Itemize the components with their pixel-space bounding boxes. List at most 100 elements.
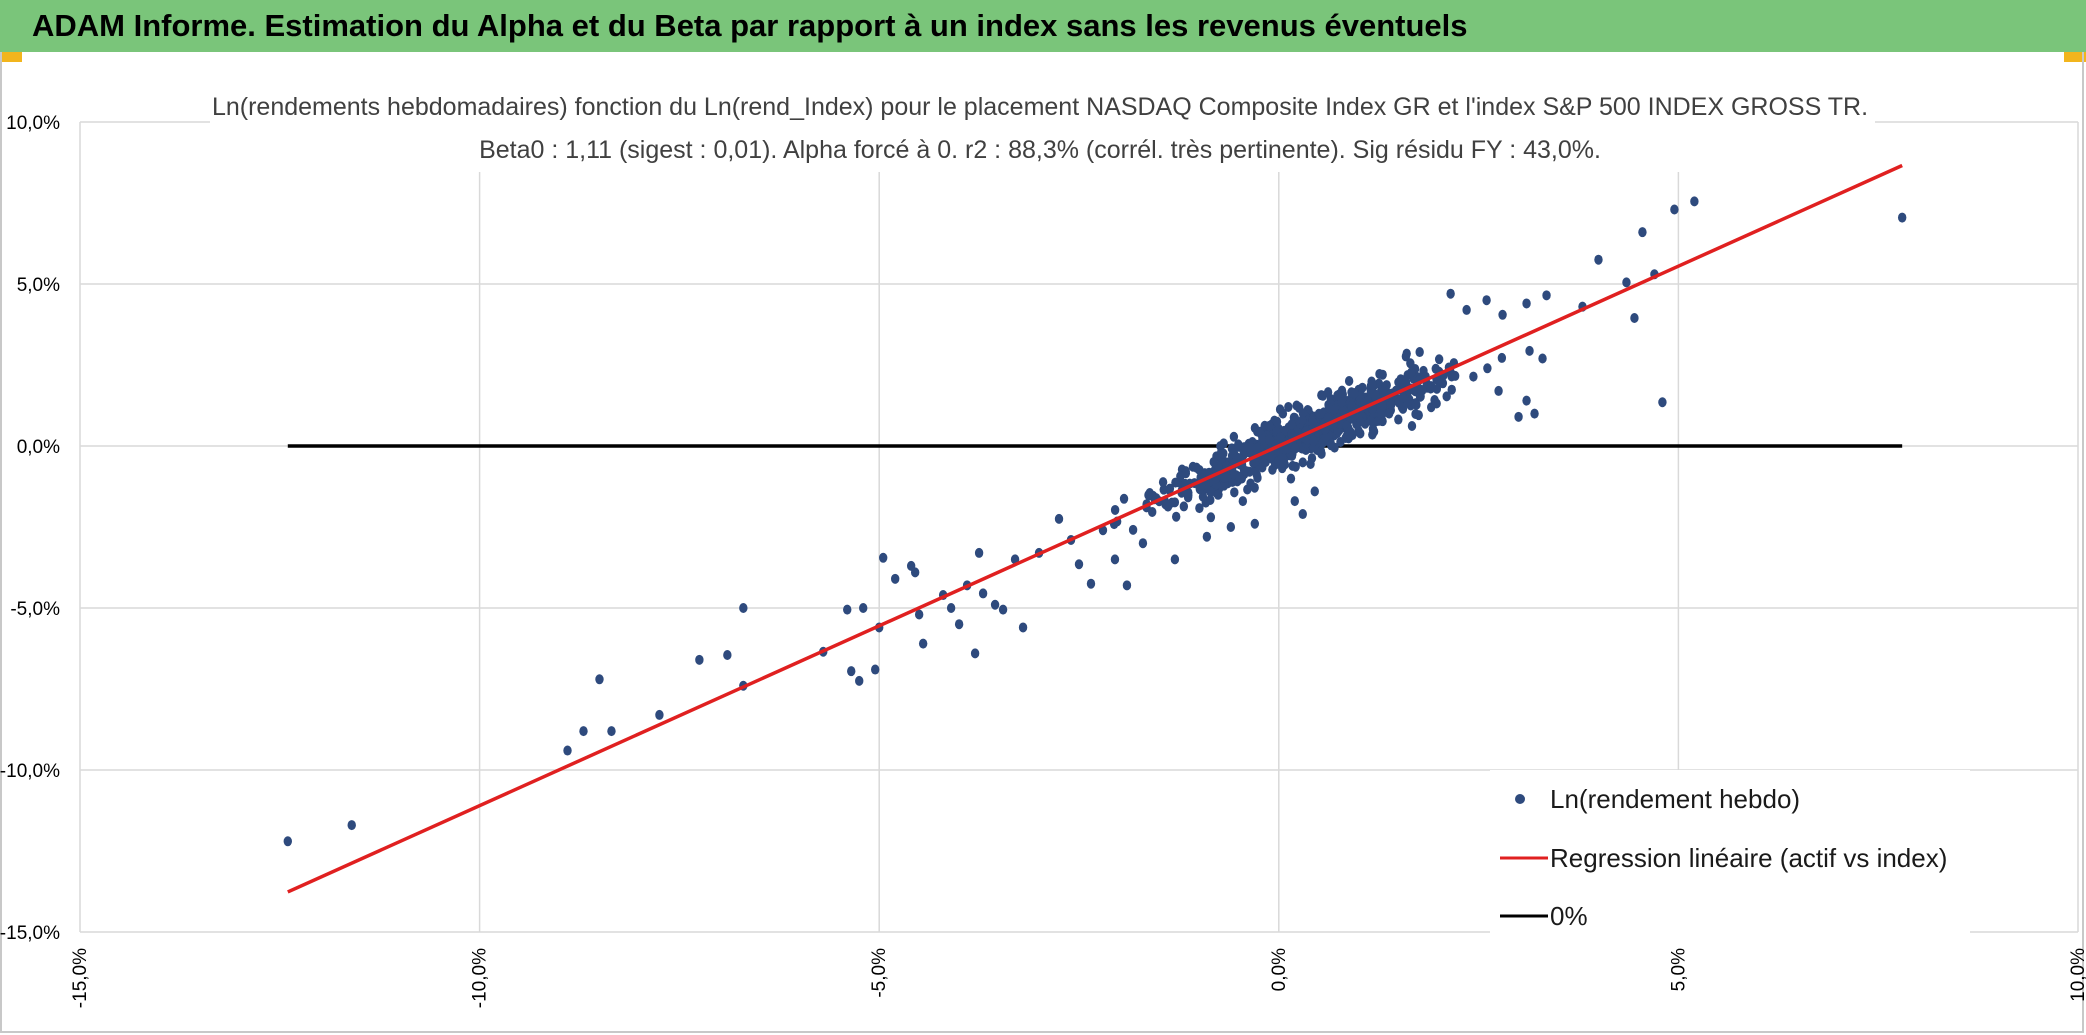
scatter-point xyxy=(1159,484,1168,495)
scatter-point xyxy=(1324,402,1334,413)
scatter-point xyxy=(1240,442,1249,453)
scatter-point xyxy=(1483,363,1492,374)
scatter-point xyxy=(1145,488,1154,499)
scatter-point xyxy=(1398,377,1407,388)
scatter-point xyxy=(1286,473,1296,484)
scatter-point xyxy=(1265,434,1274,445)
scatter-point xyxy=(1250,482,1259,493)
scatter-point xyxy=(1275,432,1285,443)
scatter-point xyxy=(1226,522,1236,532)
scatter-point xyxy=(1287,419,1296,430)
y-tick-label: -15,0% xyxy=(0,923,60,944)
scatter-point xyxy=(974,547,984,558)
scatter-point xyxy=(723,649,732,660)
scatter-point xyxy=(1184,487,1193,498)
scatter-point xyxy=(1122,580,1132,591)
legend-label-points: Ln(rendement hebdo) xyxy=(1550,784,1800,814)
scatter-point xyxy=(1356,416,1365,427)
scatter-point xyxy=(1368,429,1377,440)
scatter-point xyxy=(1161,499,1170,510)
scatter-point xyxy=(1344,376,1354,387)
scatter-point xyxy=(1086,578,1096,589)
scatter-point xyxy=(1290,443,1300,454)
scatter-point xyxy=(1670,204,1679,215)
scatter-point xyxy=(954,619,964,630)
scatter-point xyxy=(1018,622,1028,633)
y-tick-label: -10,0% xyxy=(0,761,60,782)
scatter-point xyxy=(1192,462,1201,473)
y-tick-label: 0,0% xyxy=(17,437,60,458)
scatter-point xyxy=(855,675,864,686)
scatter-point xyxy=(1337,397,1346,408)
scatter-point xyxy=(1265,420,1274,431)
scatter-point xyxy=(1229,431,1239,442)
scatter-point xyxy=(1074,559,1084,570)
chart-title: Ln(rendements hebdomadaires) fonction du… xyxy=(212,93,1868,121)
scatter-point xyxy=(998,604,1008,615)
scatter-point xyxy=(843,604,852,615)
scatter-point xyxy=(1170,497,1180,508)
scatter-point xyxy=(1525,345,1534,356)
scatter-point xyxy=(1384,408,1394,419)
scatter-point xyxy=(1522,298,1531,309)
scatter-point xyxy=(1522,395,1531,406)
scatter-point xyxy=(1447,384,1456,395)
scatter-point xyxy=(1119,493,1129,504)
scatter-point xyxy=(1309,436,1318,447)
scatter-point xyxy=(1407,420,1417,431)
scatter-point xyxy=(1179,501,1189,512)
scatter-point xyxy=(1206,512,1216,523)
scatter-point xyxy=(1350,388,1360,399)
scatter-point xyxy=(655,709,664,720)
scatter-point xyxy=(1219,448,1228,459)
scatter-point xyxy=(1195,503,1204,514)
scatter-point xyxy=(1238,496,1248,507)
scatter-point xyxy=(859,603,868,613)
y-tick-label: 5,0% xyxy=(17,275,60,296)
scatter-point xyxy=(1658,397,1667,408)
scatter-point xyxy=(1368,379,1377,390)
scatter-point xyxy=(1333,390,1342,401)
corner-marker-right xyxy=(2064,52,2086,62)
scatter-point xyxy=(1198,491,1208,502)
scatter-point xyxy=(1290,496,1299,507)
chart-subtitle: Beta0 : 1,11 (sigest : 0,01). Alpha forc… xyxy=(479,136,1601,164)
scatter-point xyxy=(1278,463,1287,474)
scatter-point xyxy=(1426,383,1435,394)
scatter-point xyxy=(1206,494,1215,505)
scatter-point xyxy=(1434,354,1444,365)
scatter-point xyxy=(1171,477,1180,488)
x-tick-label: -10,0% xyxy=(470,948,491,1008)
scatter-point xyxy=(607,726,616,737)
scatter-point xyxy=(978,588,988,599)
scatter-point xyxy=(1401,351,1411,362)
scatter-point xyxy=(1258,434,1267,445)
scatter-point xyxy=(1227,443,1237,454)
scatter-point xyxy=(1407,367,1416,378)
scatter-point xyxy=(283,836,292,847)
scatter-point xyxy=(1158,477,1168,488)
scatter-point xyxy=(1287,450,1297,461)
x-tick-label: -5,0% xyxy=(869,948,890,998)
legend-label-regression: Regression linéaire (actif vs index) xyxy=(1550,843,1947,873)
legend-marker-points xyxy=(1515,794,1525,804)
scatter-point xyxy=(1538,353,1547,364)
scatter-point xyxy=(1345,426,1355,437)
scatter-point xyxy=(1171,511,1181,522)
scatter-point xyxy=(1253,472,1262,483)
scatter-point xyxy=(563,745,572,756)
scatter-point xyxy=(914,609,924,620)
scatter-point xyxy=(1202,531,1212,542)
scatter-point xyxy=(1406,358,1415,369)
scatter-point xyxy=(1375,368,1384,379)
scatter-point xyxy=(1213,489,1223,500)
axis-tick-labels: -15,0% -10,0% -5,0% 0,0% 5,0% 10,0% -15,0% -10,… xyxy=(0,113,2086,1008)
title-background xyxy=(210,92,1875,172)
scatter-point xyxy=(1356,428,1365,439)
legend-background xyxy=(1490,770,1970,940)
scatter-point xyxy=(990,599,1000,610)
scatter-point xyxy=(1230,487,1239,498)
scatter-point xyxy=(1482,295,1491,306)
scatter-point xyxy=(1690,196,1699,207)
